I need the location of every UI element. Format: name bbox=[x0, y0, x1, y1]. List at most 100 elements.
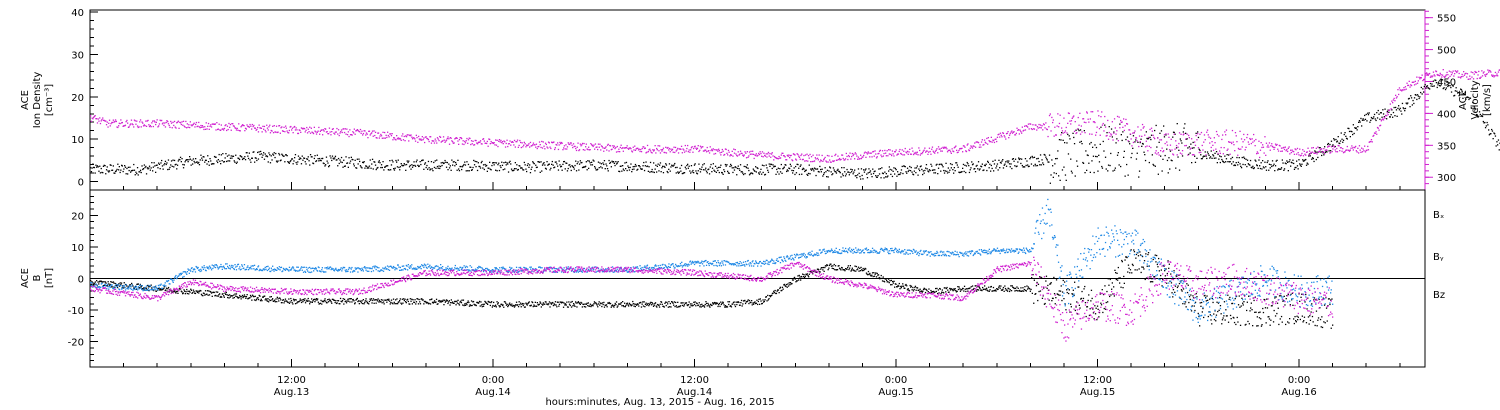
density-point bbox=[604, 168, 606, 170]
velocity-point bbox=[1283, 148, 1286, 151]
density-point bbox=[1076, 160, 1078, 162]
velocity-point bbox=[103, 119, 105, 122]
velocity-point bbox=[455, 137, 457, 139]
velocity-point bbox=[870, 152, 872, 154]
density-point bbox=[516, 169, 519, 171]
velocity-point bbox=[1441, 76, 1443, 78]
Bx-point bbox=[159, 288, 162, 290]
density-point bbox=[957, 166, 959, 168]
velocity-point bbox=[925, 150, 928, 152]
density-point bbox=[1132, 135, 1135, 137]
density-point bbox=[1325, 150, 1327, 153]
velocity-point bbox=[763, 152, 765, 154]
velocity-point bbox=[724, 148, 727, 150]
density-point bbox=[1485, 125, 1487, 127]
velocity-point bbox=[926, 150, 928, 152]
velocity-point bbox=[971, 146, 973, 148]
density-point bbox=[1321, 154, 1323, 157]
velocity-point bbox=[597, 143, 600, 145]
density-point bbox=[796, 163, 798, 165]
velocity-point bbox=[1497, 71, 1500, 73]
velocity-point bbox=[742, 155, 745, 157]
velocity-point bbox=[1430, 75, 1432, 77]
velocity-point bbox=[631, 151, 634, 153]
density-point bbox=[696, 172, 698, 174]
density-point bbox=[551, 163, 553, 165]
Bx-point bbox=[108, 284, 111, 287]
velocity-point bbox=[1108, 131, 1110, 134]
density-point bbox=[130, 171, 132, 173]
Bx-point bbox=[377, 298, 379, 300]
density-point bbox=[1488, 134, 1490, 136]
velocity-point bbox=[223, 127, 226, 130]
velocity-point bbox=[393, 137, 395, 139]
velocity-point bbox=[1266, 146, 1268, 148]
density-point bbox=[466, 161, 468, 163]
density-point bbox=[1064, 142, 1066, 144]
velocity-point bbox=[1187, 154, 1189, 156]
velocity-point bbox=[325, 128, 327, 130]
velocity-point bbox=[943, 147, 945, 149]
velocity-point bbox=[860, 154, 862, 156]
velocity-point bbox=[932, 150, 934, 152]
density-point bbox=[958, 171, 960, 173]
density-point bbox=[1399, 107, 1401, 109]
density-point bbox=[1227, 161, 1229, 163]
velocity-point bbox=[738, 154, 740, 156]
velocity-point bbox=[427, 139, 430, 141]
density-point bbox=[1296, 165, 1299, 167]
velocity-point bbox=[1472, 78, 1475, 80]
Bx-point bbox=[106, 285, 109, 287]
velocity-point bbox=[939, 148, 941, 150]
Bx-point bbox=[466, 301, 469, 304]
velocity-point bbox=[152, 120, 154, 122]
density-point bbox=[1064, 174, 1067, 176]
velocity-point bbox=[749, 153, 751, 155]
velocity-point bbox=[616, 145, 618, 148]
density-point bbox=[857, 168, 860, 170]
velocity-point bbox=[1247, 141, 1249, 143]
velocity-point bbox=[734, 149, 736, 151]
velocity-point bbox=[1348, 149, 1350, 152]
density-point bbox=[452, 161, 454, 163]
velocity-point bbox=[1262, 146, 1265, 148]
density-point bbox=[884, 171, 886, 173]
velocity-point bbox=[565, 144, 567, 146]
density-point bbox=[1407, 102, 1409, 104]
density-point bbox=[590, 164, 592, 166]
Bx-point bbox=[482, 305, 485, 307]
velocity-point bbox=[996, 140, 998, 143]
density-point bbox=[1362, 118, 1364, 120]
density-point bbox=[226, 160, 228, 163]
velocity-point bbox=[309, 132, 312, 134]
density-point bbox=[748, 169, 750, 172]
density-point bbox=[1158, 141, 1160, 143]
density-point bbox=[923, 172, 925, 174]
Bx-point bbox=[504, 301, 506, 303]
Bx-point bbox=[300, 301, 303, 304]
velocity-point bbox=[802, 158, 804, 161]
density-point bbox=[927, 170, 929, 172]
velocity-point bbox=[276, 131, 278, 134]
velocity-point bbox=[265, 131, 267, 133]
velocity-point bbox=[1392, 99, 1395, 101]
Bx-point bbox=[439, 301, 441, 303]
Bx-point bbox=[190, 289, 193, 291]
velocity-point bbox=[1470, 71, 1472, 73]
density-point bbox=[783, 166, 785, 168]
velocity-point bbox=[977, 142, 980, 144]
density-point bbox=[1355, 127, 1357, 129]
density-point bbox=[974, 171, 977, 173]
velocity-point bbox=[1140, 129, 1142, 131]
velocity-point bbox=[807, 155, 810, 157]
Bx-point bbox=[286, 300, 288, 302]
density-point bbox=[559, 164, 561, 166]
density-point bbox=[139, 171, 141, 173]
density-point bbox=[201, 159, 204, 161]
velocity-point bbox=[1162, 151, 1164, 153]
density-point bbox=[103, 164, 105, 166]
density-point bbox=[351, 158, 353, 161]
velocity-point bbox=[627, 147, 629, 150]
velocity-point bbox=[1305, 154, 1307, 156]
density-point bbox=[922, 170, 924, 172]
